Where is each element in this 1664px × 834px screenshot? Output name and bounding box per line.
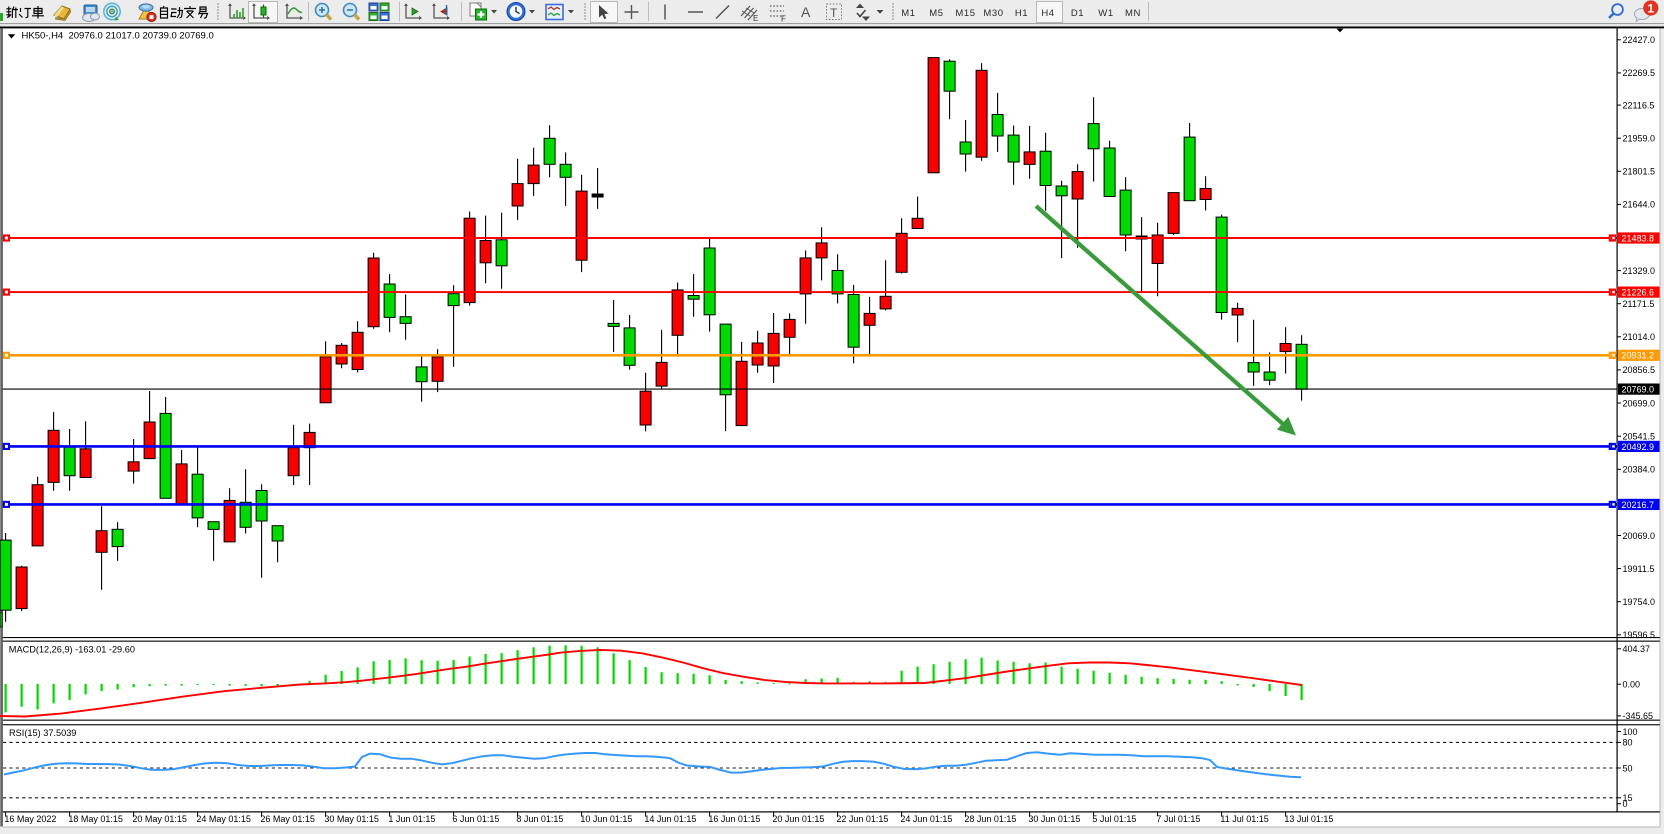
svg-text:22116.5: 22116.5	[1623, 100, 1655, 110]
svg-text:11 Jul 01:15: 11 Jul 01:15	[1220, 814, 1268, 824]
svg-text:20492.9: 20492.9	[1622, 442, 1655, 452]
svg-text:20216.7: 20216.7	[1622, 500, 1655, 510]
svg-text:15: 15	[1623, 793, 1633, 803]
svg-text:21801.5: 21801.5	[1623, 167, 1656, 177]
svg-text:10 Jun 01:15: 10 Jun 01:15	[580, 814, 632, 824]
svg-text:20541.5: 20541.5	[1623, 432, 1656, 442]
svg-text:24 May 01:15: 24 May 01:15	[196, 814, 251, 824]
svg-text:20856.5: 20856.5	[1623, 365, 1656, 375]
svg-text:22269.5: 22269.5	[1623, 68, 1656, 78]
svg-text:RSI(15) 37.5039: RSI(15) 37.5039	[9, 728, 76, 738]
svg-text:30 Jun 01:15: 30 Jun 01:15	[1028, 814, 1080, 824]
svg-text:8 Jun 01:15: 8 Jun 01:15	[516, 814, 563, 824]
svg-text:18 May 01:15: 18 May 01:15	[68, 814, 123, 824]
svg-text:16 May 2022: 16 May 2022	[4, 814, 56, 824]
svg-text:7 Jul 01:15: 7 Jul 01:15	[1156, 814, 1200, 824]
svg-text:19596.5: 19596.5	[1623, 630, 1656, 640]
svg-text:20 Jun 01:15: 20 Jun 01:15	[772, 814, 824, 824]
svg-text:21226.6: 21226.6	[1622, 288, 1655, 298]
svg-text:22 Jun 01:15: 22 Jun 01:15	[836, 814, 888, 824]
svg-text:W1: W1	[1098, 8, 1113, 19]
svg-text:80: 80	[1623, 738, 1633, 748]
svg-text:50: 50	[1623, 763, 1633, 773]
svg-text:M5: M5	[929, 8, 943, 19]
svg-text:404.37: 404.37	[1623, 644, 1651, 654]
svg-text:M1: M1	[901, 8, 915, 19]
svg-text:A: A	[801, 4, 811, 20]
svg-text:30 May 01:15: 30 May 01:15	[324, 814, 379, 824]
svg-text:D1: D1	[1071, 8, 1084, 19]
svg-text:24 Jun 01:15: 24 Jun 01:15	[900, 814, 952, 824]
svg-text:28 Jun 01:15: 28 Jun 01:15	[964, 814, 1016, 824]
svg-text:26 May 01:15: 26 May 01:15	[260, 814, 315, 824]
svg-text:21483.8: 21483.8	[1622, 233, 1655, 243]
svg-text:1 Jun 01:15: 1 Jun 01:15	[388, 814, 435, 824]
svg-text:E: E	[753, 14, 758, 23]
svg-text:H1: H1	[1015, 8, 1028, 19]
svg-text:F: F	[781, 15, 786, 24]
svg-text:HK50-,H4 20976.0 21017.0 2073: HK50-,H4 20976.0 21017.0 20739.0 20769.0	[22, 31, 214, 42]
svg-text:21171.5: 21171.5	[1623, 299, 1655, 309]
svg-text:M30: M30	[983, 8, 1003, 19]
svg-text:6 Jun 01:15: 6 Jun 01:15	[452, 814, 499, 824]
svg-text:14 Jun 01:15: 14 Jun 01:15	[644, 814, 696, 824]
svg-text:19754.0: 19754.0	[1623, 597, 1656, 607]
svg-text:20069.0: 20069.0	[1623, 531, 1656, 541]
svg-text:22427.0: 22427.0	[1623, 35, 1656, 45]
svg-text:H4: H4	[1041, 8, 1054, 19]
svg-text:MN: MN	[1125, 8, 1141, 19]
svg-text:100: 100	[1623, 727, 1638, 737]
svg-text:20769.0: 20769.0	[1622, 385, 1655, 395]
svg-text:0: 0	[1623, 799, 1628, 809]
svg-text:21959.0: 21959.0	[1623, 134, 1656, 144]
svg-text:19911.5: 19911.5	[1623, 564, 1655, 574]
svg-text:MACD(12,26,9) -163.01 -29.60: MACD(12,26,9) -163.01 -29.60	[9, 644, 135, 654]
svg-text:T: T	[830, 6, 838, 20]
svg-text:-345.65: -345.65	[1623, 711, 1654, 721]
svg-text:13 Jul 01:15: 13 Jul 01:15	[1284, 814, 1333, 824]
svg-text:21644.0: 21644.0	[1623, 200, 1656, 210]
svg-text:21329.0: 21329.0	[1623, 266, 1656, 276]
svg-text:0.00: 0.00	[1623, 680, 1641, 690]
svg-text:5 Jul 01:15: 5 Jul 01:15	[1092, 814, 1136, 824]
svg-text:20384.0: 20384.0	[1623, 465, 1656, 475]
svg-text:20 May 01:15: 20 May 01:15	[132, 814, 187, 824]
svg-text:1: 1	[1647, 1, 1654, 15]
svg-text:20931.2: 20931.2	[1622, 351, 1655, 361]
svg-text:21014.0: 21014.0	[1623, 332, 1656, 342]
svg-text:20699.0: 20699.0	[1623, 398, 1656, 408]
svg-text:16 Jun 01:15: 16 Jun 01:15	[708, 814, 760, 824]
svg-text:M15: M15	[955, 8, 975, 19]
